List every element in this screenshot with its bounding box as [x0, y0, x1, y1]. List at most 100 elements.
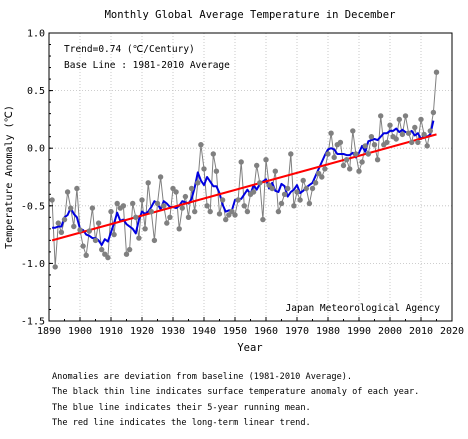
- annual-data-point: [136, 235, 142, 241]
- annual-data-point: [148, 208, 154, 215]
- x-tick-label: 1980: [316, 326, 340, 337]
- x-tick-label: 2010: [409, 326, 433, 337]
- annual-data-point: [58, 229, 65, 235]
- annual-data-point: [415, 139, 421, 146]
- x-tick-label: 1970: [285, 326, 309, 337]
- annual-data-point: [306, 200, 313, 207]
- x-tick-label: 1960: [254, 326, 278, 337]
- annual-data-point: [71, 223, 77, 230]
- x-axis: 1890 1900 1910 1920 1930 1940 1950 1960 1970 1980…: [37, 317, 464, 337]
- annual-data-point: [288, 151, 294, 157]
- annual-data-point: [68, 205, 74, 211]
- annual-data-point: [387, 122, 393, 128]
- annual-data-point: [80, 243, 86, 249]
- annual-data-point: [74, 185, 80, 192]
- annual-data-point: [294, 189, 300, 195]
- annual-data-point: [164, 220, 170, 226]
- annual-data-point: [235, 197, 241, 203]
- x-tick-label: 2020: [440, 326, 464, 337]
- annual-data-point: [278, 200, 285, 207]
- annual-data-point: [312, 180, 319, 186]
- annual-data-point: [176, 226, 182, 232]
- annual-data-point: [95, 220, 102, 226]
- y-axis-label: Temperature Anomaly (℃): [4, 105, 15, 249]
- annual-data-point: [179, 205, 185, 211]
- y-tick-label: 0.5: [27, 86, 45, 97]
- annual-data-point: [223, 216, 229, 223]
- grid: [49, 33, 452, 321]
- annual-data-point: [402, 113, 409, 119]
- annual-data-point: [126, 246, 133, 253]
- annual-data-point: [424, 143, 430, 149]
- annual-data-point: [77, 227, 83, 233]
- annual-data-point: [167, 214, 173, 220]
- chart-title: Monthly Global Average Temperature in De…: [105, 9, 396, 21]
- annual-data-point: [297, 197, 303, 203]
- annual-data-point: [130, 200, 136, 207]
- annual-data-point: [322, 166, 328, 172]
- x-tick-label: 1900: [68, 326, 92, 337]
- note-line: The black thin line indicates surface te…: [52, 387, 420, 398]
- annual-data-point: [192, 208, 198, 215]
- annual-data-point: [108, 208, 114, 215]
- annual-data-point: [232, 212, 238, 218]
- annual-data-point: [114, 200, 120, 207]
- annual-data-point: [378, 113, 384, 119]
- annual-data-point: [409, 139, 415, 146]
- annual-data-point: [92, 237, 99, 244]
- annual-data-point: [216, 211, 223, 217]
- annual-data-point: [142, 226, 148, 232]
- y-tick-label: 1.0: [27, 29, 45, 40]
- annual-data-point: [161, 203, 167, 209]
- plot-frame: [48, 32, 453, 322]
- annual-data-point: [241, 203, 247, 209]
- annual-data-point: [331, 154, 337, 161]
- y-tick-label: -0.5: [21, 201, 45, 212]
- annual-data-point: [133, 214, 139, 220]
- annual-data-point: [291, 203, 297, 209]
- annual-data-point: [337, 139, 344, 146]
- annual-data-point: [412, 124, 418, 131]
- annual-data-point: [105, 254, 111, 261]
- x-tick-label: 1910: [99, 326, 123, 337]
- annual-data-point: [123, 251, 130, 257]
- x-tick-label: 1940: [192, 326, 216, 337]
- annual-data-point: [374, 157, 381, 163]
- annual-data-point: [319, 174, 325, 180]
- annual-data-point: [309, 185, 316, 192]
- annual-data-point: [213, 168, 220, 174]
- y-tick-label: 0.0: [27, 144, 45, 155]
- annual-data-point: [52, 264, 58, 270]
- annual-data-point: [151, 237, 158, 244]
- note-line: Anomalies are deviation from baseline (1…: [52, 372, 353, 382]
- annual-data-point: [198, 142, 204, 148]
- annual-data-point: [49, 197, 55, 203]
- note-line: The blue line indicates their 5-year run…: [52, 402, 311, 413]
- annual-data-point: [86, 228, 93, 234]
- annual-data-point: [359, 159, 365, 165]
- annual-data-point: [83, 252, 89, 258]
- annual-data-point: [254, 162, 260, 169]
- annual-data-point: [120, 203, 127, 209]
- annual-data-point: [340, 162, 347, 169]
- annual-data-point: [182, 193, 189, 200]
- annual-data-point: [269, 185, 275, 192]
- annual-data-point: [421, 131, 427, 138]
- annual-data-point: [353, 151, 359, 157]
- x-tick-label: 1990: [347, 326, 371, 337]
- y-tick-label: -1.0: [21, 259, 45, 270]
- y-tick-label: -1.5: [21, 317, 45, 328]
- annual-data-point: [139, 197, 145, 203]
- annual-data-point: [238, 159, 244, 165]
- x-tick-label: 1920: [130, 326, 154, 337]
- annual-data-point: [368, 134, 375, 140]
- annual-data-point: [260, 216, 266, 223]
- annual-data-point: [350, 128, 356, 134]
- baseline-annotation: Base Line : 1981-2010 Average: [64, 60, 230, 71]
- annual-data-point: [325, 151, 331, 157]
- annual-data-point: [219, 197, 226, 203]
- running-mean-line: [52, 120, 435, 246]
- annual-data-point: [99, 246, 105, 253]
- annual-data-point: [399, 131, 406, 138]
- annual-data-point: [154, 200, 161, 207]
